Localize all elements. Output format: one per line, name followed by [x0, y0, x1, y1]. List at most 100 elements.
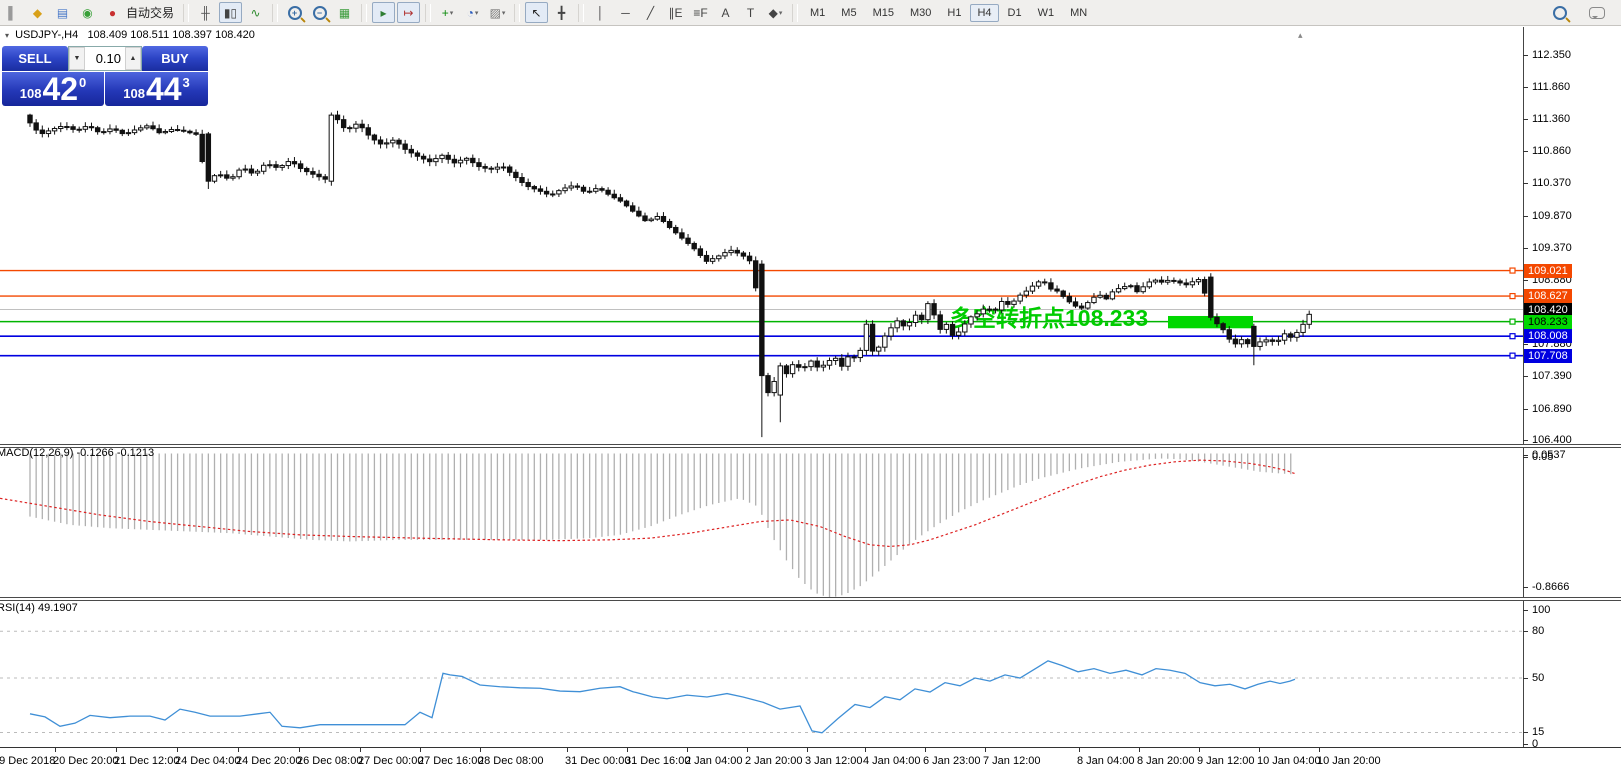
- market-watch-icon[interactable]: ▤: [56, 5, 69, 20]
- timeframe-h4[interactable]: H4: [970, 3, 999, 22]
- macd-tick: [1523, 455, 1528, 456]
- volume-increase-button[interactable]: ▲: [125, 47, 141, 70]
- vertical-line-icon[interactable]: │: [596, 5, 605, 20]
- time-tick: [177, 748, 178, 752]
- macd-tick-label: 0.0537: [1532, 449, 1566, 461]
- price-label-badge: 108.008: [1524, 329, 1572, 344]
- dropdown-arrow-icon[interactable]: ▾: [449, 9, 454, 17]
- auto-scroll-icon[interactable]: ▸: [372, 2, 396, 23]
- price-tick-label: 109.370: [1532, 241, 1572, 254]
- time-tick-label: 9 Jan 12:00: [1197, 755, 1255, 767]
- timeframe-m15[interactable]: M15: [872, 6, 894, 19]
- price-tick: [1523, 118, 1528, 120]
- periods-icon[interactable]: ◔ ▾: [466, 5, 479, 20]
- dropdown-arrow-icon[interactable]: ▾: [501, 9, 506, 17]
- arrows-icon[interactable]: ◆ ▾: [768, 5, 783, 20]
- price-label-badge: 108.627: [1524, 289, 1572, 304]
- price-tick-label: 110.860: [1532, 145, 1571, 158]
- time-tick-label: 27 Dec 16:00: [418, 755, 484, 767]
- time-tick-label: 20 Dec 20:00: [53, 755, 119, 767]
- time-tick: [925, 748, 926, 752]
- time-tick: [1079, 748, 1080, 752]
- time-tick-label: 26 Dec 08:00: [297, 755, 363, 767]
- trendline-icon[interactable]: ╱: [646, 5, 655, 20]
- timeframe-mn[interactable]: MN: [1070, 6, 1088, 19]
- time-tick: [116, 748, 117, 752]
- line-chart-icon[interactable]: ∿: [250, 5, 261, 20]
- zoom-in-icon[interactable]: +: [283, 2, 306, 23]
- time-tick: [55, 748, 56, 752]
- autotrade-icon[interactable]: ●: [108, 5, 117, 20]
- price-tick-label: 106.890: [1532, 402, 1572, 415]
- dropdown-arrow-icon[interactable]: ▾: [474, 9, 479, 17]
- price-tick: [1523, 54, 1528, 56]
- time-tick: [238, 748, 239, 752]
- volume-decrease-button[interactable]: ▼: [69, 47, 85, 70]
- chart-shift-icon[interactable]: ↦: [397, 2, 421, 23]
- horizontal-line-icon[interactable]: ─: [621, 5, 630, 20]
- timeframe-m1[interactable]: M1: [810, 6, 826, 19]
- ask-price[interactable]: 108 44 3: [105, 72, 208, 106]
- time-tick: [1199, 748, 1200, 752]
- volume-control: ▼ 0.10 ▲: [68, 46, 142, 71]
- equidistant-channel-icon[interactable]: ∥E: [668, 5, 683, 20]
- time-tick-label: 10 Jan 04:00: [1257, 755, 1321, 767]
- level-line-marker: [1509, 352, 1516, 359]
- bid-price[interactable]: 108 42 0: [2, 72, 104, 106]
- turning-point-zone: [1168, 315, 1253, 329]
- time-tick: [480, 748, 481, 752]
- toolbar-group-2: + − ▦: [282, 0, 357, 25]
- indicators-icon[interactable]: + ▾: [441, 5, 454, 20]
- clipped-icon[interactable]: ▌: [8, 5, 17, 20]
- bar-chart-icon[interactable]: ╫: [201, 5, 210, 20]
- sell-button[interactable]: SELL: [2, 46, 68, 71]
- time-axis-separator: [0, 747, 1621, 748]
- search-icon[interactable]: [1548, 3, 1571, 24]
- timeframe-d1[interactable]: D1: [1007, 6, 1022, 19]
- chat-icon: [1588, 7, 1605, 19]
- symbol-name: USDJPY-,H4: [15, 29, 79, 41]
- price-tick: [1523, 247, 1528, 249]
- price-tick: [1523, 440, 1528, 442]
- text-label-icon[interactable]: T: [746, 5, 755, 20]
- autotrade-button[interactable]: 自动交易: [126, 6, 175, 20]
- price-label-badge: 107.708: [1524, 348, 1572, 363]
- timeframe-w1[interactable]: W1: [1037, 6, 1055, 19]
- cursor-icon[interactable]: ↖: [525, 2, 549, 23]
- templates-icon[interactable]: ▨ ▾: [489, 5, 506, 20]
- toolbar-separator: [183, 3, 190, 22]
- time-tick: [567, 748, 568, 752]
- time-tick-label: 31 Dec 16:00: [625, 755, 691, 767]
- volume-input[interactable]: 0.10: [95, 51, 121, 66]
- turning-point-annotation: 多空转折点108.233: [950, 305, 1148, 331]
- text-icon[interactable]: A: [721, 5, 730, 20]
- fibonacci-icon[interactable]: ≡F: [693, 5, 708, 20]
- time-tick-label: 8 Jan 04:00: [1077, 755, 1135, 767]
- buy-button[interactable]: BUY: [142, 46, 208, 71]
- toolbar-separator: [361, 3, 368, 22]
- timeframe-m30[interactable]: M30: [909, 6, 932, 19]
- timeframe-h1[interactable]: H1: [947, 6, 962, 19]
- chart-corner-arrow-icon[interactable]: ▴: [1298, 30, 1303, 40]
- signals-icon[interactable]: ◉: [82, 5, 93, 20]
- dropdown-arrow-icon[interactable]: ▾: [778, 9, 783, 17]
- time-tick: [807, 748, 808, 752]
- pane-divider-macd[interactable]: [0, 444, 1621, 448]
- tile-windows-icon[interactable]: ▦: [338, 5, 351, 20]
- main-price-pane: 多空转折点108.233: [0, 110, 1523, 438]
- time-tick-label: 28 Dec 08:00: [478, 755, 544, 767]
- timeframe-m5[interactable]: M5: [841, 6, 857, 19]
- price-tick-label: 110.370: [1532, 177, 1571, 190]
- price-axis[interactable]: 112.350 111.860 111.360 110.860 110.370 109.8…: [1523, 0, 1621, 771]
- new-order-icon[interactable]: ◆: [32, 5, 43, 20]
- candlestick-chart-icon[interactable]: ▮▯: [219, 2, 243, 23]
- price-tick-label: 107.390: [1532, 370, 1572, 383]
- crosshair-icon[interactable]: ╋: [557, 5, 566, 20]
- zoom-out-icon[interactable]: −: [308, 2, 331, 23]
- time-tick-label: 21 Dec 12:00: [114, 755, 180, 767]
- chat-icon[interactable]: [1585, 3, 1608, 24]
- pane-divider-rsi[interactable]: [0, 597, 1621, 601]
- macd-tick: [1523, 587, 1528, 588]
